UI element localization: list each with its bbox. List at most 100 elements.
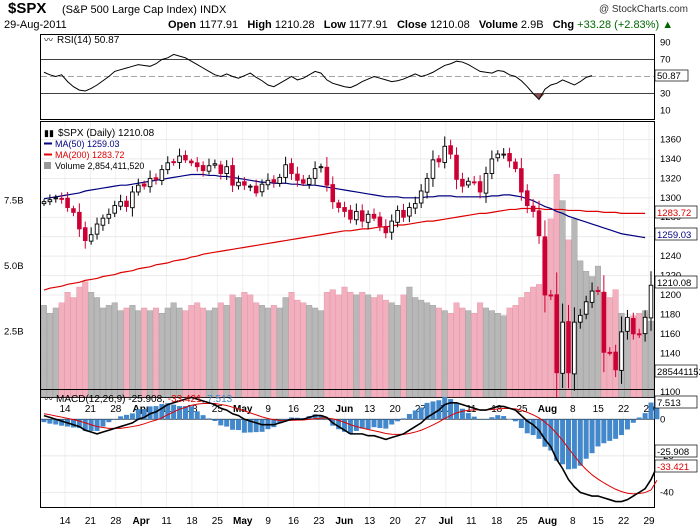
volume-bar <box>188 305 195 398</box>
candle-body <box>277 176 283 184</box>
volume-bar <box>589 276 596 398</box>
candle-body <box>601 291 607 353</box>
rsi-tick-label: 70 <box>660 55 671 66</box>
volume-last-label: 2854411520 <box>657 367 700 378</box>
volume-bar <box>312 307 319 398</box>
macd-histogram-bar <box>595 419 601 447</box>
volume-bar <box>459 307 466 398</box>
macd-histogram-bar <box>636 417 642 420</box>
candle-body <box>159 169 165 181</box>
macd-histogram-bar <box>235 419 241 431</box>
macd-histogram-bar <box>289 417 295 420</box>
volume-bar <box>288 292 295 398</box>
volume-bar <box>82 281 89 398</box>
volume-bar <box>518 297 525 398</box>
volume-bar <box>117 310 124 398</box>
macd-histogram-bar <box>165 403 171 420</box>
macd-histogram-bar <box>383 419 389 429</box>
volume-bar <box>447 312 454 398</box>
brand-watermark[interactable]: @ StockCharts.com <box>598 4 688 15</box>
candle-body <box>371 213 377 219</box>
candle-body <box>613 351 618 371</box>
ohlc-values: Open 1177.91 High 1210.28 Low 1177.91 Cl… <box>168 19 673 31</box>
macd-histogram-bar <box>577 419 583 466</box>
price-last-labels: 1283.72 1259.03 1210.08 2854411520 <box>654 205 700 378</box>
volume-bar <box>306 305 313 398</box>
volume-bar <box>206 310 213 398</box>
volume-label: Volume <box>478 19 518 31</box>
candle-body <box>206 165 212 172</box>
volume-bar <box>253 302 260 398</box>
x-tick-label: 11 <box>466 404 477 415</box>
x-tick-label: Jun <box>335 516 353 527</box>
macd-histogram-bar <box>194 411 200 420</box>
histogram-last-label-box <box>654 395 698 409</box>
candle-body <box>401 209 406 218</box>
candle-body <box>412 203 418 209</box>
volume-bar <box>648 320 654 398</box>
macd-histogram-bar <box>524 419 530 434</box>
volume-bar <box>536 284 543 398</box>
x-tick-label: 13 <box>364 516 376 527</box>
candle-body <box>430 159 436 179</box>
candle-body <box>566 321 571 374</box>
high-value: 1210.28 <box>274 19 315 31</box>
macd-last-labels: 7.513 -25.908 -33.421 <box>654 395 698 473</box>
rsi-last-box <box>654 69 689 82</box>
volume-bar <box>371 297 378 398</box>
candle-body <box>501 153 506 156</box>
volume-bar <box>294 299 301 398</box>
macd-histogram-bar <box>654 397 660 420</box>
candle-body <box>583 301 589 315</box>
candle-body <box>607 351 613 354</box>
macd-histogram-bar <box>147 406 153 420</box>
candle-body <box>330 184 336 203</box>
volume-bar <box>147 310 154 398</box>
candle-body <box>224 166 229 174</box>
macd-histogram-bar <box>607 419 613 441</box>
candle-body <box>554 294 559 374</box>
volume-bar <box>129 305 136 398</box>
chg-up-icon: ▲ <box>662 19 674 31</box>
volume-bar <box>335 294 342 398</box>
macd-histogram-bar <box>430 401 436 420</box>
x-tick-label: 18 <box>186 516 198 527</box>
candle-body <box>359 210 365 222</box>
x-tick-label: 25 <box>516 404 528 415</box>
x-axis-macd: 14 21 28 Apr 11 18 25 May 9 16 23 Jun 13 20 27 Jul 11 18 2… <box>59 390 655 527</box>
volume-bar <box>300 302 307 398</box>
x-tick-label: 28 <box>110 404 122 415</box>
x-tick-label: 11 <box>161 516 172 527</box>
candle-body <box>642 316 648 335</box>
macd-histogram-bar <box>554 419 560 461</box>
candle-body <box>265 179 271 186</box>
macd-frame <box>40 389 655 508</box>
volume-bar <box>376 294 383 398</box>
x-tick-label: 18 <box>491 516 503 527</box>
candle-body <box>71 208 76 213</box>
candle-body <box>483 173 489 194</box>
ma200-last-label-box <box>654 205 698 219</box>
chart-header: $SPX (S&P 500 Large Cap Index) INDX @ St… <box>4 0 696 20</box>
candle-body <box>477 181 483 193</box>
low-value: 1177.91 <box>348 19 388 31</box>
volume-bar <box>365 294 372 398</box>
x-tick-label: 20 <box>390 404 402 415</box>
volume-bar <box>152 307 159 398</box>
macd-histogram-bar <box>389 419 395 425</box>
macd-histogram-bar <box>82 419 88 431</box>
macd-histogram-bar <box>648 402 654 420</box>
x-tick-label: 16 <box>288 404 300 415</box>
price-tick-label: 1240 <box>660 251 681 262</box>
macd-histogram-bar <box>642 413 648 420</box>
macd-histogram-bar <box>454 403 460 420</box>
candle-body <box>271 179 277 183</box>
macd-histogram-bar <box>495 415 501 420</box>
price-tick-label: 1320 <box>660 173 681 184</box>
volume-legend: Volume 2,854,411,520 <box>55 161 144 171</box>
macd-histogram-bar <box>324 418 330 420</box>
x-tick-label: May <box>233 404 253 415</box>
x-tick-label: 25 <box>212 516 224 527</box>
candle-body <box>595 290 601 292</box>
x-tick-label: Apr <box>133 516 150 527</box>
